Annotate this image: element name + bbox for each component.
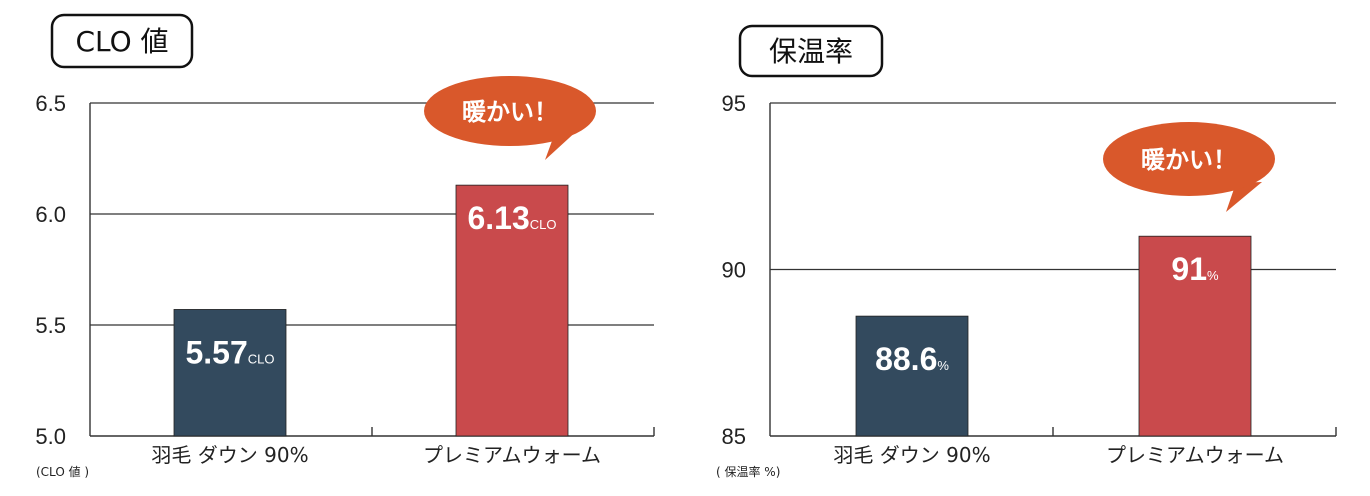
heat-retention-chart: 保温率 85 90 95 88.6% 91% 羽毛 ダウン 90% プレミアムウォー…: [716, 24, 1337, 479]
heat-speech-bubble: 暖かい！: [1103, 122, 1275, 212]
clo-bubble-text: 暖かい！: [462, 98, 558, 126]
heat-bar-value-down: 88.6%: [875, 341, 949, 377]
heat-y-tick-label: 90: [722, 258, 746, 283]
clo-y-unit-label: (CLO 値 ): [36, 464, 89, 479]
clo-title-box: [50, 13, 194, 69]
heat-chart-title: 保温率: [769, 35, 853, 68]
clo-category-down: 羽毛 ダウン 90%: [151, 443, 308, 467]
heat-bubble-text: 暖かい！: [1141, 146, 1237, 174]
clo-y-tick-label: 5.0: [35, 424, 66, 449]
heat-title-box: [738, 24, 884, 78]
clo-chart-title: CLO 値: [75, 25, 168, 58]
clo-y-tick-label: 6.0: [35, 202, 66, 227]
clo-chart: CLO 値 5.0 5.5 6.0 6.5 5.57CLO 6.13CLO 羽毛 ダウ…: [35, 13, 655, 479]
heat-y-tick-label: 95: [722, 91, 746, 116]
heat-y-tick-label: 85: [722, 424, 746, 449]
clo-category-premium: プレミアムウォーム: [423, 443, 601, 467]
clo-bar-down: [173, 309, 287, 437]
clo-bar-premium: [455, 184, 569, 437]
heat-bar-premium: [1138, 235, 1252, 437]
heat-bar-value-premium: 91%: [1171, 251, 1219, 287]
clo-y-tick-label: 6.5: [35, 91, 66, 116]
heat-category-down: 羽毛 ダウン 90%: [833, 443, 990, 467]
clo-bar-value-premium: 6.13CLO: [467, 200, 556, 236]
clo-y-tick-label: 5.5: [35, 313, 66, 338]
clo-speech-bubble: 暖かい！: [424, 76, 596, 160]
heat-category-premium: プレミアムウォーム: [1106, 443, 1284, 467]
clo-bar-value-down: 5.57CLO: [185, 334, 274, 370]
heat-y-unit-label: ( 保温率 %): [716, 464, 780, 479]
heat-bar-down: [855, 315, 969, 437]
